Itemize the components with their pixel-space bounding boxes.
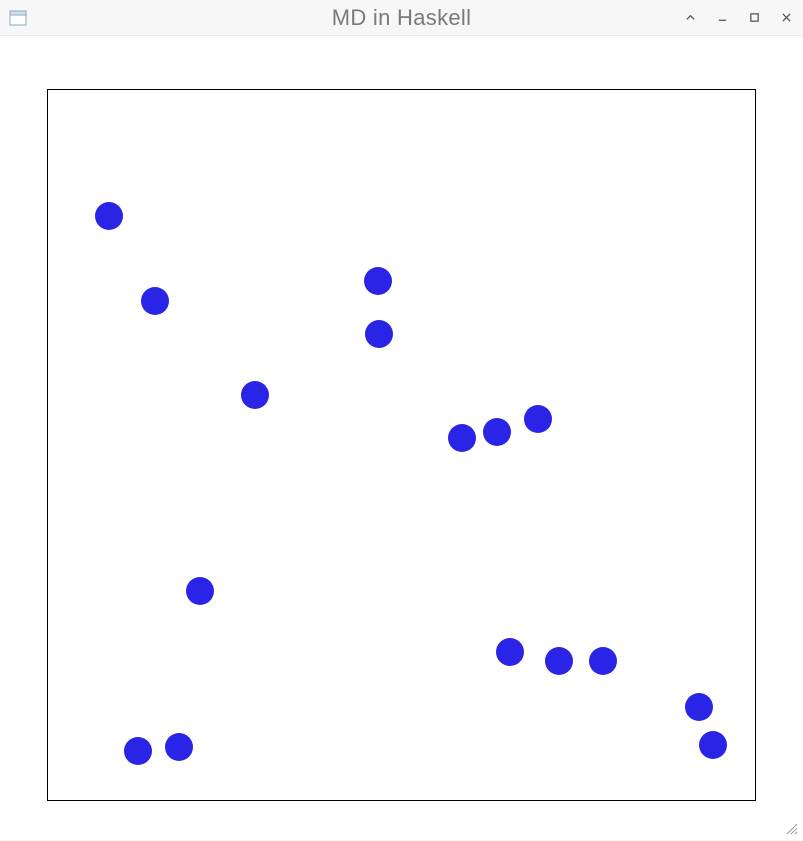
particle [165,733,193,761]
particle [589,647,617,675]
app-icon [8,8,28,28]
particle [124,737,152,765]
particle [186,577,214,605]
titlebar: MD in Haskell [0,0,803,36]
close-icon[interactable] [779,11,793,25]
particle [448,424,476,452]
resize-grip-icon[interactable] [785,822,799,836]
particle [141,287,169,315]
particle [95,202,123,230]
particle [483,418,511,446]
window-title: MD in Haskell [332,5,472,31]
particle [685,693,713,721]
maximize-icon[interactable] [747,11,761,25]
particle [241,381,269,409]
particle [524,405,552,433]
content-area [0,36,803,840]
plot-box [47,89,756,801]
particle [364,267,392,295]
minimize-icon[interactable] [715,11,729,25]
particle [365,320,393,348]
particle [496,638,524,666]
caret-up-icon[interactable] [683,11,697,25]
particle [545,647,573,675]
window-controls [683,11,793,25]
particle [699,731,727,759]
